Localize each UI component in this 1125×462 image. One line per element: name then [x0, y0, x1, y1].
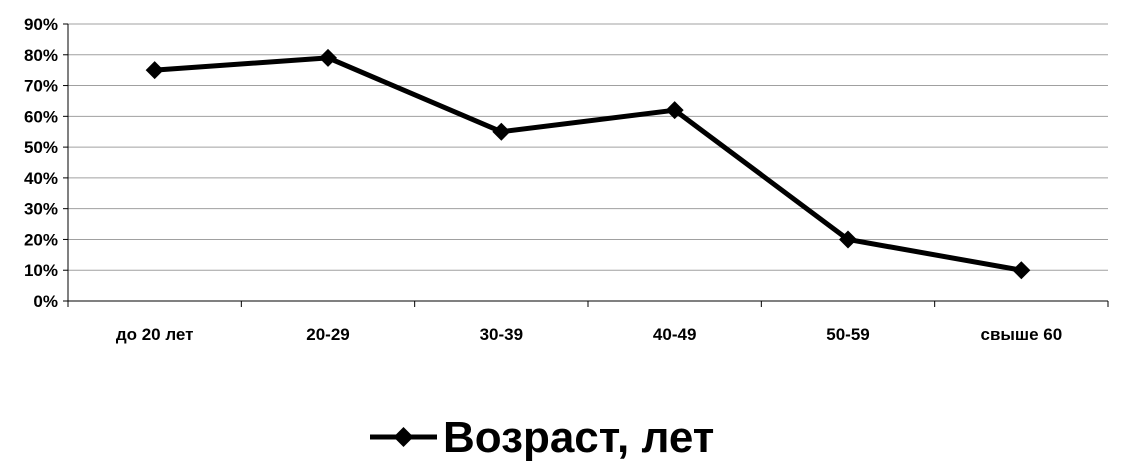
- data-point-marker: [839, 230, 857, 249]
- y-tick-label: 10%: [24, 261, 58, 280]
- x-axis-tick-labels: до 20 лет 20-29 30-39 40-49 50-59 свыше 60: [116, 325, 1062, 344]
- y-tick-label: 70%: [24, 77, 58, 96]
- series-line: [154, 55, 1022, 273]
- x-tick-label: 20-29: [306, 325, 349, 344]
- y-tick-label: 60%: [24, 107, 58, 126]
- y-tick-label: 40%: [24, 169, 58, 188]
- x-tick-label: 50-59: [826, 325, 869, 344]
- x-tick-label: 30-39: [480, 325, 523, 344]
- x-tick-label: свыше 60: [980, 325, 1062, 344]
- axes: [63, 23, 1109, 307]
- data-point-marker: [665, 101, 684, 120]
- data-point-marker: [145, 61, 164, 80]
- y-tick-label: 80%: [24, 46, 58, 65]
- legend: Возраст, лет: [370, 413, 714, 462]
- series-group: [145, 48, 1031, 280]
- gridlines: [68, 23, 1108, 271]
- y-tick-label: 30%: [24, 200, 58, 219]
- data-point-marker: [1012, 261, 1031, 280]
- data-point-marker: [492, 122, 511, 141]
- y-tick-label: 0%: [33, 292, 58, 311]
- data-point-marker: [319, 48, 337, 67]
- x-tick-label: до 20 лет: [116, 325, 194, 344]
- y-axis-tick-labels: 0% 10% 20% 30% 40% 50% 60% 70% 80% 90%: [24, 15, 58, 311]
- y-tick-label: 20%: [24, 230, 58, 249]
- legend-diamond-marker: [393, 427, 414, 447]
- x-tick-label: 40-49: [653, 325, 696, 344]
- y-tick-label: 90%: [24, 15, 58, 34]
- y-tick-label: 50%: [24, 138, 58, 157]
- legend-label: Возраст, лет: [443, 413, 714, 462]
